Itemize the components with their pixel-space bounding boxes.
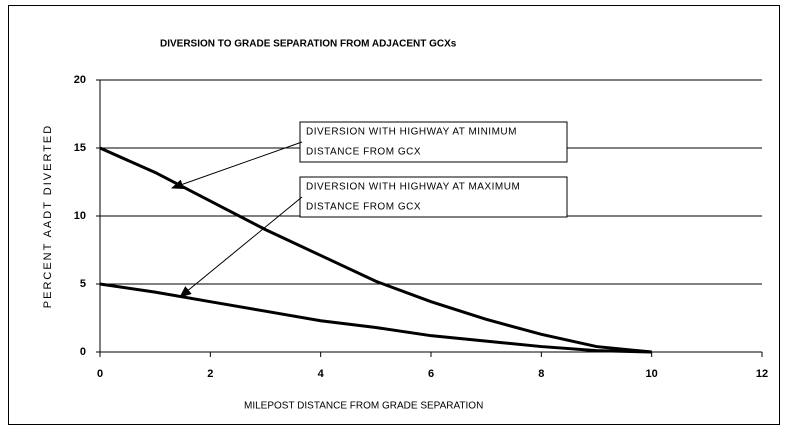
- annotation-text: DIVERSION WITH HIGHWAY AT MINIMUM: [306, 127, 517, 138]
- series-line: [99, 146, 652, 354]
- y-tick-label: 10: [74, 210, 86, 222]
- annotation-text: DIVERSION WITH HIGHWAY AT MAXIMUM: [306, 182, 520, 193]
- x-axis-label: MILEPOST DISTANCE FROM GRADE SEPARATION: [244, 401, 483, 412]
- chart-title: DIVERSION TO GRADE SEPARATION FROM ADJAC…: [160, 39, 457, 50]
- x-tick-label: 6: [428, 368, 434, 380]
- frame: [8, 5, 780, 425]
- annotation-text: DISTANCE FROM GCX: [306, 147, 421, 158]
- annotation-arrow: [179, 196, 303, 298]
- annotation-box: [299, 176, 568, 218]
- annotation-arrow: [171, 141, 303, 190]
- y-tick-label: 5: [80, 278, 86, 290]
- x-tick-label: 0: [97, 368, 103, 380]
- annotation-box: [299, 121, 568, 163]
- x-tick-label: 10: [646, 368, 658, 380]
- x-tick-label: 4: [318, 368, 325, 380]
- annotation-text: DISTANCE FROM GCX: [306, 202, 421, 213]
- y-tick-label: 20: [74, 74, 86, 86]
- y-tick-label: 0: [80, 346, 86, 358]
- x-tick-label: 2: [207, 368, 213, 380]
- x-tick-label: 12: [756, 368, 768, 380]
- x-tick-label: 8: [538, 368, 544, 380]
- y-tick-label: 15: [74, 142, 86, 154]
- series-line: [99, 282, 652, 354]
- y-axis-label: PERCENT AADT DIVERTED: [42, 124, 54, 308]
